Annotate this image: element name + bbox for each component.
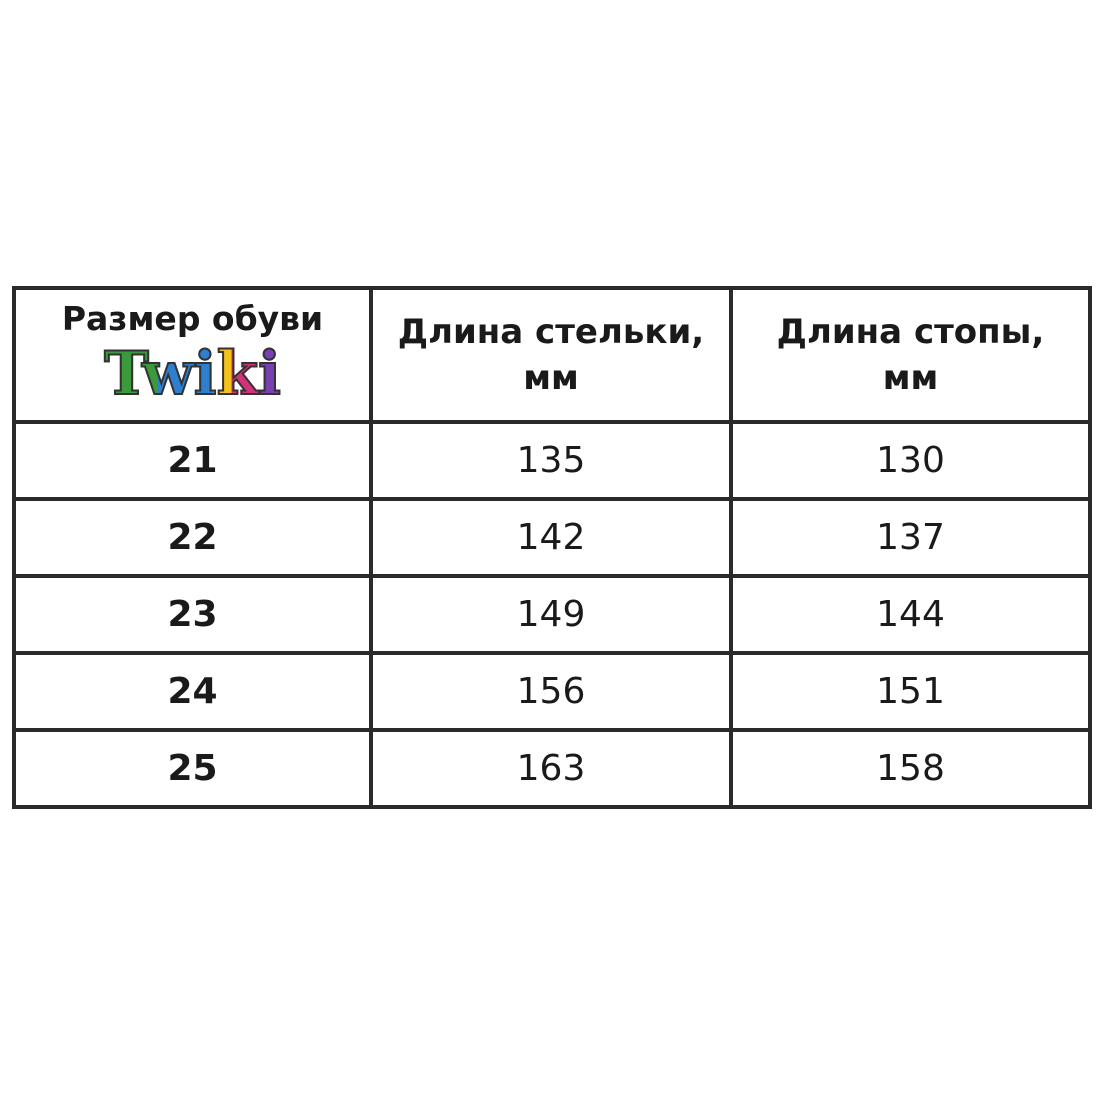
size-cell: 21 <box>12 420 373 501</box>
foot-header: Длина стопы, мм <box>729 286 1092 424</box>
size-cell: 24 <box>12 651 373 732</box>
size-header: Размер обуви Twiki <box>12 286 373 424</box>
size-cell: 25 <box>12 728 373 809</box>
table-row: 24 156 151 <box>12 651 1092 732</box>
size-title: Размер обуви <box>61 299 324 338</box>
header-line: Длина стельки, <box>397 312 705 352</box>
length-cell: 163 <box>369 728 733 809</box>
table-row: 23 149 144 <box>12 574 1092 655</box>
size-cell: 22 <box>12 497 373 578</box>
table-body: 21 135 130 22 142 137 23 149 144 24 156 151 25 163 158 <box>12 420 1092 809</box>
length-cell: 135 <box>369 420 733 501</box>
length-cell: 137 <box>729 497 1092 578</box>
length-cell: 149 <box>369 574 733 655</box>
size-table: Размер обуви Twiki Длина стельки, мм Дли… <box>12 286 1092 809</box>
length-cell: 144 <box>729 574 1092 655</box>
brand-logo: Twiki <box>103 339 282 409</box>
length-cell: 151 <box>729 651 1092 732</box>
header-line: мм <box>523 358 579 398</box>
length-cell: 158 <box>729 728 1092 809</box>
header-row: Размер обуви Twiki Длина стельки, мм Дли… <box>12 286 1092 424</box>
table-row: 21 135 130 <box>12 420 1092 501</box>
header-line: мм <box>882 358 939 398</box>
length-cell: 130 <box>729 420 1092 501</box>
insole-header: Длина стельки, мм <box>369 286 733 424</box>
length-cell: 142 <box>369 497 733 578</box>
size-cell: 23 <box>12 574 373 655</box>
length-cell: 156 <box>369 651 733 732</box>
header-line: Длина стопы, <box>776 312 1045 352</box>
table-row: 25 163 158 <box>12 728 1092 809</box>
table-row: 22 142 137 <box>12 497 1092 578</box>
